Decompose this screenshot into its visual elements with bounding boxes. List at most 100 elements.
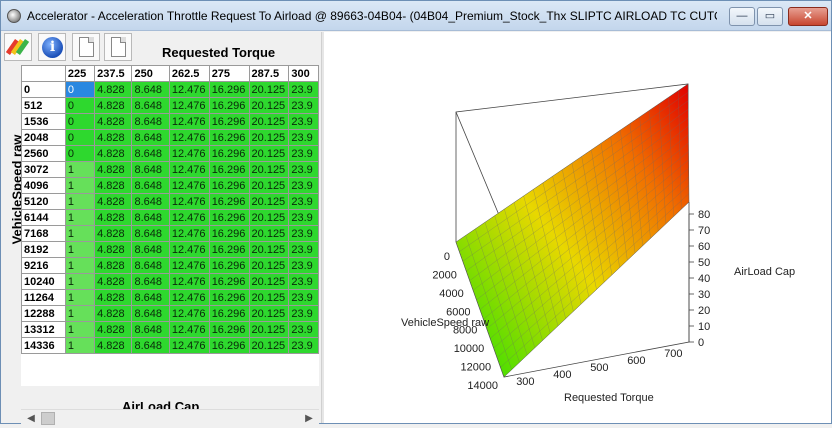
table-cell[interactable]: 0 xyxy=(64,129,96,146)
table-cell[interactable]: 12.476 xyxy=(168,273,210,290)
table-cell[interactable]: 8.648 xyxy=(131,81,170,98)
table-cell[interactable]: 20.125 xyxy=(248,161,290,178)
table-cell[interactable]: 20.125 xyxy=(248,241,290,258)
row-header[interactable]: 10240 xyxy=(21,273,66,290)
table-cell[interactable]: 16.296 xyxy=(208,241,250,258)
table-cell[interactable]: 23.9 xyxy=(288,193,319,210)
table-cell[interactable]: 16.296 xyxy=(208,225,250,242)
table-cell[interactable]: 12.476 xyxy=(168,145,210,162)
table-cell[interactable]: 16.296 xyxy=(208,273,250,290)
table-cell[interactable]: 20.125 xyxy=(248,321,290,338)
table-cell[interactable]: 20.125 xyxy=(248,225,290,242)
table-cell[interactable]: 20.125 xyxy=(248,305,290,322)
table-cell[interactable]: 23.9 xyxy=(288,321,319,338)
table-cell[interactable]: 12.476 xyxy=(168,193,210,210)
table-cell[interactable]: 12.476 xyxy=(168,161,210,178)
row-header[interactable]: 3072 xyxy=(21,161,66,178)
data-table[interactable]: 225 237.5 250 262.5 275 287.5 300 0 0 4.828 8.648… xyxy=(21,65,319,354)
table-cell[interactable]: 16.296 xyxy=(208,337,250,354)
table-cell[interactable]: 16.296 xyxy=(208,257,250,274)
table-cell[interactable]: 0 xyxy=(64,81,96,98)
table-cell[interactable]: 8.648 xyxy=(131,129,170,146)
table-cell[interactable]: 8.648 xyxy=(131,241,170,258)
table-cell[interactable]: 8.648 xyxy=(131,209,170,226)
column-header[interactable]: 287.5 xyxy=(248,65,290,82)
table-cell[interactable]: 4.828 xyxy=(94,209,133,226)
title-bar[interactable]: Accelerator - Acceleration Throttle Requ… xyxy=(1,1,831,31)
table-cell[interactable]: 1 xyxy=(64,161,96,178)
table-cell[interactable]: 8.648 xyxy=(131,257,170,274)
column-header[interactable]: 250 xyxy=(131,65,170,82)
table-cell[interactable]: 1 xyxy=(64,193,96,210)
table-cell[interactable]: 12.476 xyxy=(168,81,210,98)
table-cell[interactable]: 16.296 xyxy=(208,209,250,226)
paint-button[interactable] xyxy=(4,33,32,61)
row-header[interactable]: 14336 xyxy=(21,337,66,354)
table-cell[interactable]: 23.9 xyxy=(288,225,319,242)
table-cell[interactable]: 1 xyxy=(64,257,96,274)
table-cell[interactable]: 8.648 xyxy=(131,145,170,162)
scroll-right-icon[interactable]: ▶ xyxy=(305,413,313,424)
table-cell[interactable]: 20.125 xyxy=(248,97,290,114)
row-header[interactable]: 9216 xyxy=(21,257,66,274)
table-cell[interactable]: 12.476 xyxy=(168,113,210,130)
table-cell[interactable]: 4.828 xyxy=(94,177,133,194)
table-cell[interactable]: 12.476 xyxy=(168,257,210,274)
table-cell[interactable]: 23.9 xyxy=(288,177,319,194)
row-header[interactable]: 7168 xyxy=(21,225,66,242)
table-cell[interactable]: 8.648 xyxy=(131,161,170,178)
table-cell[interactable]: 16.296 xyxy=(208,129,250,146)
table-cell[interactable]: 12.476 xyxy=(168,225,210,242)
row-header[interactable]: 0 xyxy=(21,81,66,98)
table-cell[interactable]: 4.828 xyxy=(94,81,133,98)
table-cell[interactable]: 16.296 xyxy=(208,305,250,322)
column-header[interactable]: 275 xyxy=(208,65,250,82)
table-cell[interactable]: 23.9 xyxy=(288,241,319,258)
table-cell[interactable]: 12.476 xyxy=(168,97,210,114)
table-cell[interactable]: 23.9 xyxy=(288,257,319,274)
row-header[interactable]: 5120 xyxy=(21,193,66,210)
table-cell[interactable]: 4.828 xyxy=(94,273,133,290)
table-cell[interactable]: 12.476 xyxy=(168,337,210,354)
table-cell[interactable]: 4.828 xyxy=(94,129,133,146)
table-cell[interactable]: 1 xyxy=(64,209,96,226)
table-cell[interactable]: 4.828 xyxy=(94,337,133,354)
table-cell[interactable]: 4.828 xyxy=(94,225,133,242)
table-cell[interactable]: 20.125 xyxy=(248,209,290,226)
table-cell[interactable]: 4.828 xyxy=(94,193,133,210)
table-cell[interactable]: 0 xyxy=(64,97,96,114)
table-cell[interactable]: 16.296 xyxy=(208,161,250,178)
table-cell[interactable]: 1 xyxy=(64,337,96,354)
column-header[interactable]: 262.5 xyxy=(168,65,210,82)
minimize-button[interactable]: — xyxy=(729,7,755,26)
plot-pane[interactable]: 300 400 500 600 700 0 2000 4000 6000 8000 10000 12… xyxy=(324,32,831,423)
table-cell[interactable]: 16.296 xyxy=(208,81,250,98)
document-button-2[interactable] xyxy=(104,33,132,61)
table-cell[interactable]: 20.125 xyxy=(248,177,290,194)
table-cell[interactable]: 20.125 xyxy=(248,337,290,354)
table-cell[interactable]: 1 xyxy=(64,273,96,290)
close-button[interactable]: ✕ xyxy=(788,7,828,26)
table-cell[interactable]: 12.476 xyxy=(168,177,210,194)
table-cell[interactable]: 1 xyxy=(64,305,96,322)
table-cell[interactable]: 1 xyxy=(64,321,96,338)
column-header[interactable]: 237.5 xyxy=(94,65,133,82)
table-cell[interactable]: 8.648 xyxy=(131,289,170,306)
table-cell[interactable]: 23.9 xyxy=(288,145,319,162)
table-cell[interactable]: 4.828 xyxy=(94,113,133,130)
table-cell[interactable]: 0 xyxy=(64,145,96,162)
table-cell[interactable]: 23.9 xyxy=(288,209,319,226)
row-header[interactable]: 11264 xyxy=(21,289,66,306)
table-cell[interactable]: 23.9 xyxy=(288,273,319,290)
table-cell[interactable]: 8.648 xyxy=(131,305,170,322)
table-cell[interactable]: 8.648 xyxy=(131,177,170,194)
table-cell[interactable]: 4.828 xyxy=(94,161,133,178)
row-header[interactable]: 12288 xyxy=(21,305,66,322)
table-cell[interactable]: 16.296 xyxy=(208,113,250,130)
table-grid[interactable]: 225 237.5 250 262.5 275 287.5 300 0 0 4.828 8.648… xyxy=(21,65,319,386)
table-cell[interactable]: 23.9 xyxy=(288,161,319,178)
row-header[interactable]: 512 xyxy=(21,97,66,114)
table-cell[interactable]: 4.828 xyxy=(94,257,133,274)
row-header[interactable]: 6144 xyxy=(21,209,66,226)
document-button-1[interactable] xyxy=(72,33,100,61)
